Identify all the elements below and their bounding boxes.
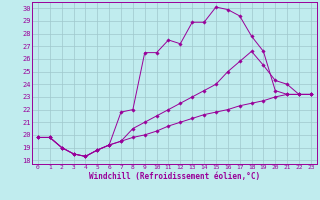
X-axis label: Windchill (Refroidissement éolien,°C): Windchill (Refroidissement éolien,°C) — [89, 172, 260, 181]
